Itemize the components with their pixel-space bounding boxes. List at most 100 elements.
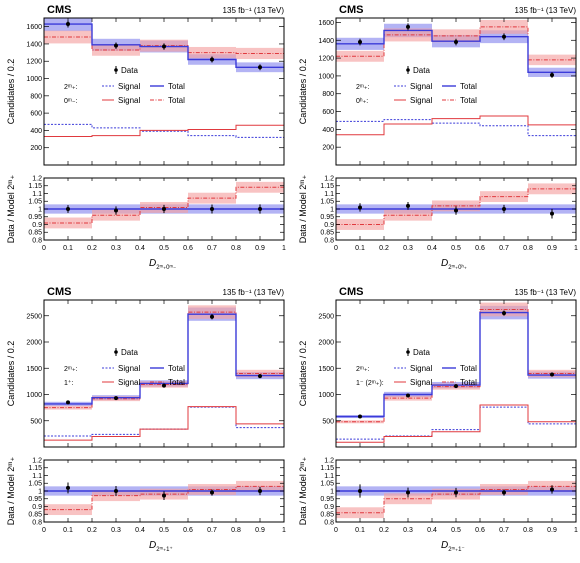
legend-model-a-total-label: Total xyxy=(460,82,477,91)
x-tick-label: 0.9 xyxy=(255,527,265,534)
ratio-y-tick-label: 1.15 xyxy=(28,465,42,472)
model-a-signal-line xyxy=(44,123,284,138)
model-b-signal-line xyxy=(336,404,576,443)
x-axis-label-main: D xyxy=(441,540,448,551)
legend: Data 2ᵐ₊: Signal Total 1⁻ (2ᵐ₊): Signal Total xyxy=(356,348,477,387)
legend-row-a-label: 2ᵐ₊: xyxy=(356,366,370,373)
data-point xyxy=(358,414,362,419)
legend-model-b-signal-label: Signal xyxy=(410,96,432,105)
legend-model-b-total-label: Total xyxy=(460,96,477,105)
data-point xyxy=(358,40,362,45)
legend-model-a-signal-label: Signal xyxy=(410,364,432,373)
legend-model-b-signal-label: Signal xyxy=(410,378,432,387)
x-tick-label: 0.5 xyxy=(451,245,461,252)
ratio-y-tick-label: 1 xyxy=(330,488,334,495)
ratio-y-tick-label: 0.8 xyxy=(324,237,334,244)
ratio-y-tick-label: 0.9 xyxy=(32,504,42,511)
y-tick-label: 600 xyxy=(30,111,42,118)
model-b-band xyxy=(236,369,284,378)
x-tick-label: 1 xyxy=(282,245,286,252)
legend-model-b-signal-label: Signal xyxy=(118,378,140,387)
legend-data-label: Data xyxy=(413,348,430,357)
data-point xyxy=(502,34,506,39)
cms-label: CMS xyxy=(47,4,71,16)
ratio-y-tick-label: 1.05 xyxy=(320,481,334,488)
x-tick-label: 1 xyxy=(574,527,578,534)
x-tick-label: 0.6 xyxy=(475,527,485,534)
ratio-y-tick-label: 1.05 xyxy=(320,199,334,206)
y-axis-label: Candidates / 0.2 xyxy=(6,341,16,407)
y-tick-label: 1400 xyxy=(26,41,42,48)
ratio-y-tick-label: 1.05 xyxy=(28,199,42,206)
ratio-y-tick-label: 0.95 xyxy=(28,496,42,503)
ratio-y-tick-label: 0.9 xyxy=(324,504,334,511)
legend-row-b-label: 1⁺: xyxy=(64,379,74,387)
x-tick-label: 1 xyxy=(574,245,578,252)
x-tick-label: 0.1 xyxy=(63,527,73,534)
ratio-data-point xyxy=(162,207,166,211)
model-b-signal-line xyxy=(336,115,576,136)
data-point xyxy=(258,374,262,379)
y-tick-label: 800 xyxy=(322,91,334,98)
ratio-y-axis-label: Data / Model 2ᵐ₊ xyxy=(298,175,308,244)
ratio-data-point xyxy=(114,489,118,493)
legend: Data 2ᵐ₊: Signal Total 0ʰ₊: Signal Total xyxy=(356,66,477,105)
x-tick-label: 0.8 xyxy=(523,245,533,252)
x-tick-label: 0.1 xyxy=(63,245,73,252)
ratio-y-tick-label: 1.05 xyxy=(28,481,42,488)
lumi-label: 135 fb⁻¹ (13 TeV) xyxy=(223,6,285,15)
chart-panel-3: 500 1000 1500 2000 2500 Candidates / 0.2 CMS 13… xyxy=(6,286,286,553)
data-point xyxy=(114,396,118,401)
model-a-signal-line xyxy=(336,119,576,137)
ratio-y-tick-label: 1.1 xyxy=(324,473,334,480)
ratio-plot-area xyxy=(336,480,576,519)
x-tick-label: 0.4 xyxy=(427,527,437,534)
ratio-plot-area xyxy=(44,480,284,516)
data-point xyxy=(162,44,166,49)
legend-model-b-total-label: Total xyxy=(168,378,185,387)
ratio-y-axis-label: Data / Model 2ᵐ₊ xyxy=(298,457,308,526)
model-b-signal-line xyxy=(44,124,284,137)
ratio-data-point xyxy=(454,208,458,213)
ratio-y-axis-label: Data / Model 2ᵐ₊ xyxy=(6,175,16,244)
cms-label: CMS xyxy=(339,286,363,298)
y-tick-label: 1000 xyxy=(318,73,334,80)
model-b-signal-line xyxy=(44,406,284,441)
ratio-model-b-line xyxy=(44,186,284,224)
ratio-y-tick-label: 0.8 xyxy=(324,519,334,526)
legend-data-dot xyxy=(406,68,410,72)
ratio-y-tick-label: 0.9 xyxy=(324,222,334,229)
x-tick-label: 0.4 xyxy=(135,245,145,252)
x-axis-label-main: D xyxy=(149,540,156,551)
data-point xyxy=(502,311,506,316)
x-axis-label: D2ᵐ₊0ᵐ₋ xyxy=(149,258,176,271)
legend-data-label: Data xyxy=(121,348,138,357)
y-tick-label: 600 xyxy=(322,109,334,116)
main-plot-area xyxy=(44,18,284,138)
legend-row-b-label: 0ᵐ₋: xyxy=(64,98,78,105)
model-b-band xyxy=(92,44,140,56)
ratio-data-point xyxy=(358,205,362,210)
legend-model-b-total-label: Total xyxy=(460,378,477,387)
chart-panel-1: 200 400 600 800 1000 1200 1400 1600 Candidates /… xyxy=(6,4,286,271)
x-tick-label: 0.5 xyxy=(159,527,169,534)
x-tick-label: 0.7 xyxy=(207,245,217,252)
data-point xyxy=(406,24,410,29)
x-tick-label: 0.5 xyxy=(451,527,461,534)
x-tick-label: 0.3 xyxy=(403,527,413,534)
y-tick-label: 200 xyxy=(30,145,42,152)
y-axis-label: Candidates / 0.2 xyxy=(298,341,308,407)
x-axis-label-sub: 2ᵐ₊1⁺ xyxy=(156,546,172,553)
x-tick-label: 0 xyxy=(334,245,338,252)
y-tick-label: 1600 xyxy=(318,20,334,27)
ratio-model-b-line xyxy=(336,188,576,225)
x-tick-label: 0.9 xyxy=(547,527,557,534)
ratio-y-tick-label: 1.2 xyxy=(32,175,42,182)
x-tick-label: 0.7 xyxy=(499,245,509,252)
y-tick-label: 400 xyxy=(30,128,42,135)
chart-panel-4: 500 1000 1500 2000 2500 Candidates / 0.2 CMS 13… xyxy=(298,286,578,553)
y-tick-label: 1400 xyxy=(318,38,334,45)
ratio-y-tick-label: 1.1 xyxy=(32,473,42,480)
ratio-data-point xyxy=(258,489,262,493)
